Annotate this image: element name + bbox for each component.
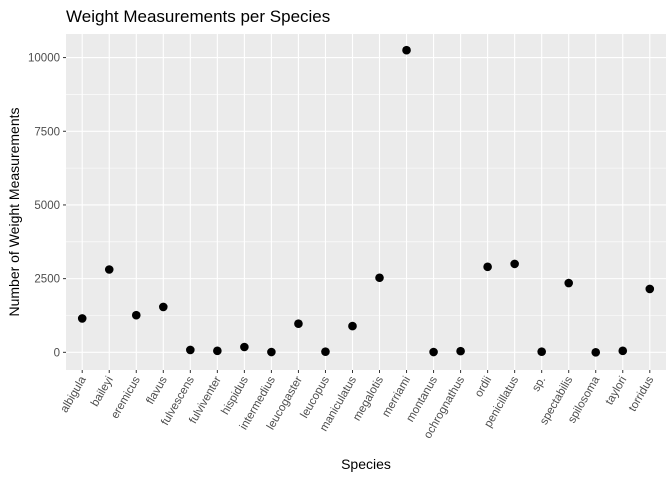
data-point — [186, 345, 195, 355]
data-point — [348, 321, 357, 331]
data-point — [510, 259, 519, 269]
x-tick-label: taylori — [604, 375, 630, 408]
x-axis-title: Species — [341, 456, 391, 472]
data-points — [77, 45, 655, 357]
data-point — [591, 348, 601, 357]
data-point — [104, 265, 114, 274]
y-tick-label: 2500 — [34, 274, 60, 286]
x-tick-label: ordii — [473, 374, 494, 399]
data-point — [618, 346, 628, 356]
data-point — [375, 273, 384, 283]
y-axis: 0 2500 5000 7500 10000 — [28, 53, 66, 359]
data-point — [77, 314, 87, 323]
data-point — [294, 319, 303, 329]
chart-title: Weight Measurements per Species — [66, 7, 330, 26]
grid-lines — [66, 34, 666, 370]
x-tick-label: sp. — [530, 375, 548, 394]
y-tick-label: 0 — [54, 347, 60, 359]
y-tick-label: 5000 — [34, 200, 60, 212]
data-point — [456, 346, 465, 356]
x-tick-label: baileyi — [89, 375, 116, 409]
data-point — [402, 45, 411, 55]
data-point — [131, 310, 141, 320]
data-point — [564, 278, 574, 288]
x-tick-label: albigula — [59, 374, 90, 415]
y-tick-label: 10000 — [28, 53, 60, 65]
data-point — [267, 347, 276, 357]
data-point — [321, 347, 330, 357]
plot-panel — [66, 34, 666, 370]
data-point — [158, 302, 168, 312]
data-point — [429, 347, 438, 357]
data-point — [645, 284, 655, 294]
y-axis-title: Number of Weight Measurements — [6, 107, 22, 316]
data-point — [483, 262, 492, 272]
x-tick-label: flavus — [144, 374, 170, 406]
x-tick-label: torridus — [627, 374, 657, 413]
y-tick-label: 7500 — [34, 126, 60, 138]
data-point — [240, 342, 249, 352]
data-point — [213, 346, 222, 356]
data-point — [537, 347, 546, 357]
